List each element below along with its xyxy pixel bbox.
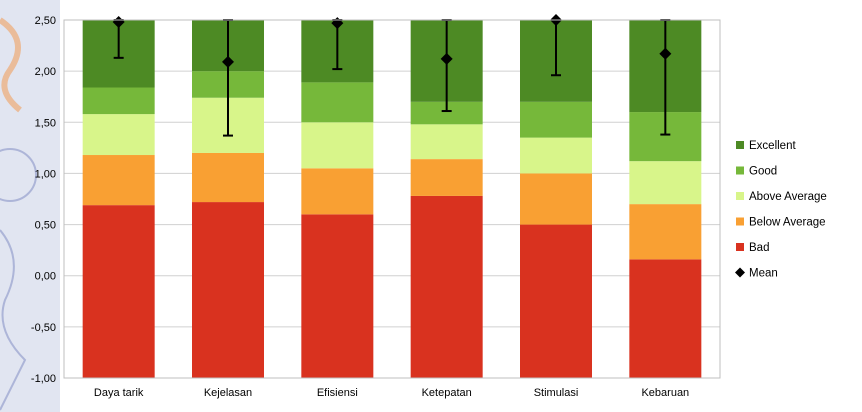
legend-marker-mean [735, 267, 745, 278]
legend: Excellent Good Above Average Below Average B… [735, 140, 827, 280]
x-tick-label: Kebaruan [641, 387, 689, 399]
x-tick-label: Ketepatan [422, 387, 472, 399]
y-tick-label: 0,00 [35, 271, 56, 283]
y-tick-label: -0,50 [31, 322, 56, 334]
legend-swatch [736, 243, 744, 251]
bar-segment-bad [410, 195, 483, 378]
y-tick-label: -1,00 [31, 373, 56, 385]
bar-segment-below-average [410, 159, 483, 196]
mean-marker [222, 55, 234, 68]
y-tick-label: 2,00 [35, 66, 56, 78]
x-axis: Daya tarik Kejelasan Efisiensi Ketepatan Sti… [94, 387, 689, 399]
bar-segment-above-average [629, 161, 702, 205]
bar-segment-above-average [410, 124, 483, 160]
plot-area-background [64, 20, 720, 378]
bar-segment-below-average [82, 155, 155, 206]
bar-segment-below-average [629, 204, 702, 260]
y-tick-label: 1,00 [35, 168, 56, 180]
bar-segment-below-average [520, 173, 592, 225]
x-tick-label: Kejelasan [204, 387, 252, 399]
legend-swatch [736, 192, 744, 200]
legend-label: Good [749, 166, 777, 178]
bar-segment-bad [629, 259, 702, 378]
legend-label: Excellent [749, 140, 796, 152]
bar-segment-bad [520, 224, 592, 378]
bars [82, 20, 702, 378]
legend-swatch [736, 141, 744, 149]
mean-marker [659, 47, 672, 60]
bar-segment-above-average [520, 137, 592, 174]
bar-segment-below-average [192, 152, 264, 203]
bar-segment-good [520, 101, 592, 138]
y-tick-label: 2,50 [35, 15, 56, 27]
plot-area-border [63, 19, 721, 379]
legend-swatch [736, 217, 744, 226]
y-tick-label: 0,50 [35, 220, 56, 232]
legend-label: Above Average [749, 191, 827, 203]
x-tick-label: Efisiensi [317, 387, 358, 399]
x-tick-label: Stimulasi [534, 387, 579, 399]
y-axis: 2,50 2,00 1,50 1,00 0,50 0,00 -0,50 -1,00 [31, 15, 56, 385]
bar-segment-bad [192, 202, 264, 378]
y-tick-label: 1,50 [35, 117, 56, 129]
bar-segment-good [410, 101, 483, 125]
bar-segment-good [82, 87, 155, 115]
legend-label: Bad [749, 242, 769, 254]
legend-label: Below Average [749, 217, 826, 229]
legend-label: Mean [749, 268, 778, 280]
bar-segment-bad [82, 205, 155, 378]
bar-segment-above-average [301, 122, 374, 169]
bar-segment-below-average [301, 168, 374, 215]
mean-marker [112, 16, 125, 29]
bar-segment-good [301, 82, 374, 123]
x-tick-label: Daya tarik [94, 387, 144, 399]
bar-segment-above-average [82, 114, 155, 156]
bar-segment-bad [301, 214, 374, 378]
mean-marker [440, 52, 453, 65]
legend-swatch [736, 166, 744, 175]
